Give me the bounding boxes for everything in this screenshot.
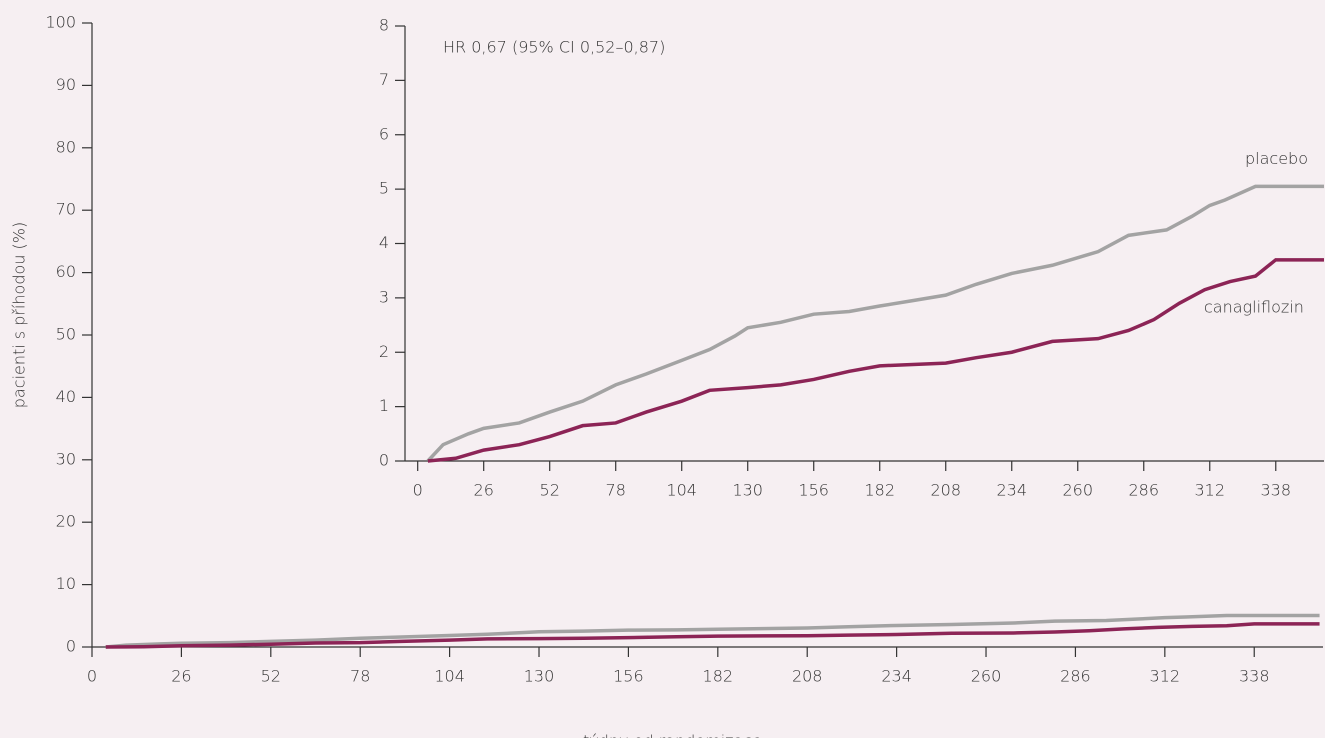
- series-line: [427, 258, 1324, 463]
- y-tick-label: 60: [56, 262, 76, 281]
- x-tick-label: 208: [792, 667, 823, 686]
- y-tick-label: 80: [56, 137, 76, 156]
- x-tick-label: 338: [1239, 667, 1270, 686]
- y-tick-label: 1: [379, 396, 389, 415]
- x-tick-label: 208: [930, 481, 961, 500]
- x-axis-title: týdny od randomizace: [583, 732, 762, 738]
- y-tick-label: 0: [66, 637, 76, 656]
- series-line: [426, 184, 1324, 463]
- y-tick-label: 6: [379, 124, 389, 143]
- x-tick-label: 0: [413, 481, 423, 500]
- x-tick-label: 52: [261, 667, 281, 686]
- x-tick-label: 0: [87, 667, 97, 686]
- x-tick-label: 78: [350, 667, 370, 686]
- x-tick-label: 104: [434, 667, 465, 686]
- y-tick-label: 5: [379, 179, 389, 198]
- x-tick-label: 312: [1150, 667, 1181, 686]
- x-tick-label: 26: [171, 667, 191, 686]
- series-label: placebo: [1245, 149, 1308, 168]
- series-label: canagliflozin: [1204, 297, 1304, 316]
- x-tick-label: 182: [703, 667, 734, 686]
- x-tick-label: 260: [1062, 481, 1093, 500]
- x-tick-label: 26: [474, 481, 494, 500]
- x-tick-label: 52: [540, 481, 560, 500]
- y-tick-label: 2: [379, 342, 389, 361]
- x-tick-label: 286: [1128, 481, 1159, 500]
- series-line: [105, 622, 1320, 649]
- y-tick-label: 10: [56, 574, 76, 593]
- y-tick-label: 100: [45, 13, 76, 32]
- y-axis-title: pacienti s příhodou (%): [10, 222, 29, 408]
- y-tick-label: 30: [56, 449, 76, 468]
- x-tick-label: 260: [971, 667, 1002, 686]
- x-tick-label: 312: [1194, 481, 1225, 500]
- x-tick-label: 338: [1260, 481, 1291, 500]
- x-tick-label: 286: [1060, 667, 1091, 686]
- x-tick-label: 234: [881, 667, 912, 686]
- x-tick-label: 156: [613, 667, 644, 686]
- x-tick-label: 182: [864, 481, 895, 500]
- y-tick-label: 3: [379, 287, 389, 306]
- y-tick-label: 7: [379, 70, 389, 89]
- y-tick-label: 0: [379, 451, 389, 470]
- y-tick-label: 4: [379, 233, 389, 252]
- x-tick-label: 78: [606, 481, 626, 500]
- y-tick-label: 70: [56, 200, 76, 219]
- series-line: [105, 613, 1320, 649]
- y-tick-label: 40: [56, 387, 76, 406]
- annotation: HR 0,67 (95% CI 0,52–0,87): [443, 38, 665, 57]
- x-tick-label: 156: [798, 481, 829, 500]
- y-tick-label: 90: [56, 75, 76, 94]
- y-tick-label: 20: [56, 512, 76, 531]
- x-tick-label: 104: [666, 481, 697, 500]
- x-tick-label: 234: [996, 481, 1027, 500]
- y-tick-label: 8: [379, 16, 389, 35]
- x-tick-label: 130: [732, 481, 763, 500]
- y-tick-label: 50: [56, 325, 76, 344]
- x-tick-label: 130: [524, 667, 555, 686]
